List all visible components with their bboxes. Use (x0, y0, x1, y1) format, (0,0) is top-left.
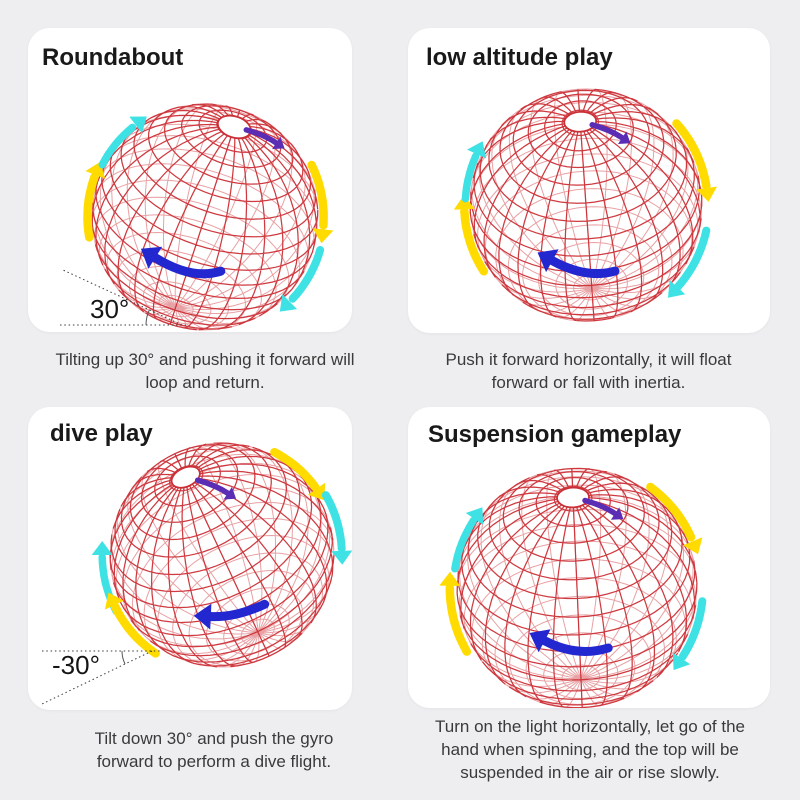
spinning-ball-illustration (439, 467, 707, 708)
section-title: Suspension gameplay (428, 421, 682, 448)
section-caption: Tilt down 30° and push the gyro forward … (94, 729, 334, 771)
section-title: low altitude play (426, 44, 613, 71)
section-caption: Turn on the light horizontally, let go o… (435, 717, 745, 782)
angle-label: 30° (90, 294, 130, 324)
panel-suspension: Suspension gameplay (408, 407, 770, 708)
angle-label: -30° (52, 650, 100, 680)
panel-low-altitude: low altitude play (408, 28, 770, 333)
spinning-ball-illustration (83, 103, 334, 331)
spinning-ball-illustration (91, 442, 352, 668)
panel-dive-play: dive play (28, 407, 352, 710)
section-title: Roundabout (42, 44, 184, 71)
section-caption: Tilting up 30° and pushing it forward wi… (55, 350, 355, 392)
section-title: dive play (50, 420, 153, 447)
spinning-ball-illustration (453, 88, 717, 322)
section-caption: Push it forward horizontally, it will fl… (445, 350, 732, 392)
panel-roundabout: Roundabout (28, 28, 352, 332)
